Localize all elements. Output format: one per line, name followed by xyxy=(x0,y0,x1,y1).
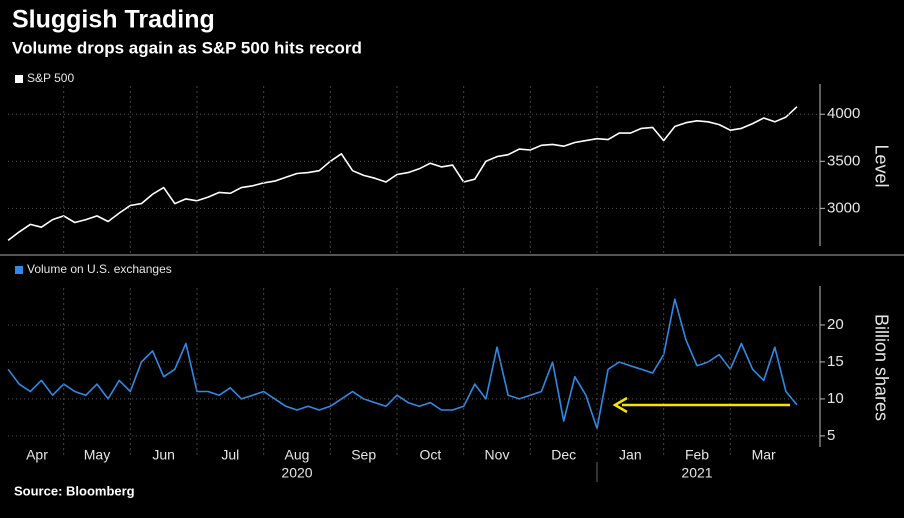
year-label: 2020 xyxy=(281,465,312,481)
y-tick-label: 4000 xyxy=(827,105,860,122)
series-line xyxy=(7,298,798,430)
x-tick-label: Jul xyxy=(221,447,239,463)
legend-label: S&P 500 xyxy=(27,71,74,85)
y-tick-label: 3000 xyxy=(827,199,860,216)
y-tick-label: 10 xyxy=(827,390,844,407)
x-tick-label: Mar xyxy=(752,447,776,463)
y-tick-label: 3500 xyxy=(827,152,860,169)
legend-swatch xyxy=(15,75,23,83)
series-line xyxy=(7,106,798,242)
chart-subtitle: Volume drops again as S&P 500 hits recor… xyxy=(12,38,362,57)
chart-title: Sluggish Trading xyxy=(12,6,215,34)
x-tick-label: Jun xyxy=(152,447,175,463)
x-tick-label: Dec xyxy=(551,447,576,463)
annotation-arrow xyxy=(612,396,790,414)
y-tick-label: 15 xyxy=(827,353,844,370)
x-tick-label: Nov xyxy=(485,447,510,463)
y-tick-label: 5 xyxy=(827,427,835,444)
arrow-head xyxy=(612,396,628,414)
x-tick-label: Sep xyxy=(351,447,376,463)
y-axis-label: Level xyxy=(871,144,891,187)
x-tick-label: Aug xyxy=(285,447,310,463)
legend-swatch xyxy=(15,266,23,274)
year-label: 2021 xyxy=(681,465,712,481)
y-axis-label: Billion shares xyxy=(871,314,891,421)
x-tick-label: May xyxy=(84,447,110,463)
y-tick-label: 20 xyxy=(827,316,844,333)
x-tick-label: Oct xyxy=(419,447,441,463)
x-tick-label: Jan xyxy=(619,447,642,463)
x-tick-label: Apr xyxy=(26,447,48,463)
x-tick-label: Feb xyxy=(685,447,709,463)
source: Source: Bloomberg xyxy=(14,483,135,498)
legend-label: Volume on U.S. exchanges xyxy=(27,262,172,276)
